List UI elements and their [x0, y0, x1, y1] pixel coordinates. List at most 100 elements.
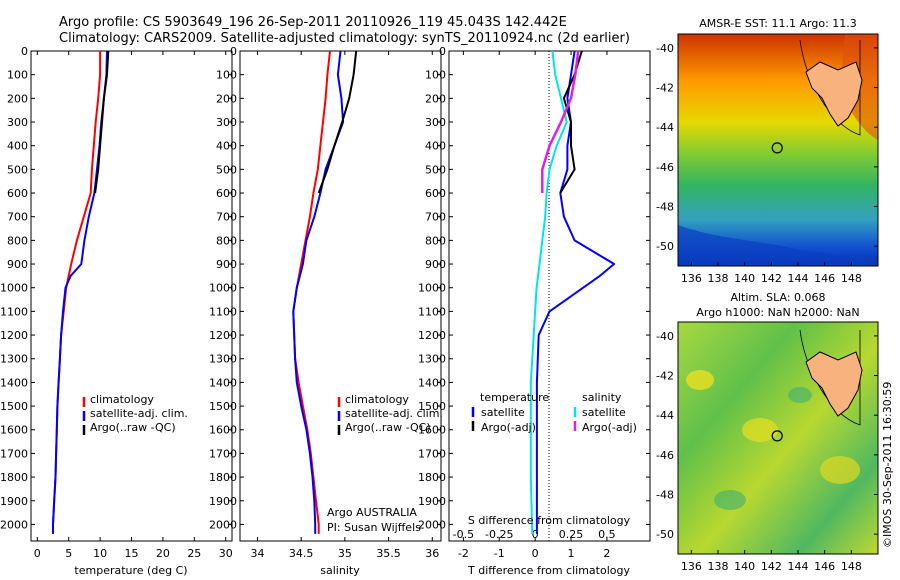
map-x-tick-label: 136: [681, 560, 702, 573]
legend-label-satellite: satellite-adj. clim.: [345, 407, 443, 420]
map-y-tick-label: -44: [656, 121, 674, 134]
salinity-axes-box: [239, 50, 442, 542]
depth-tick-label: 800: [216, 234, 237, 247]
sla-map-title-line1: Altim. SLA: 0.068: [730, 291, 825, 304]
depth-tick-label: 300: [425, 116, 446, 129]
depth-tick-label: 900: [216, 258, 237, 271]
x-tick-label: 1: [568, 547, 575, 560]
map-x-tick-label: 148: [841, 560, 862, 573]
sst-map-panel: AMSR-E SST: 11.1 Argo: 11.3 136 138 140 142…: [656, 17, 879, 285]
depth-tick-label: 1600: [209, 424, 237, 437]
depth-tick-label: 1000: [209, 282, 237, 295]
temperature-x-ticks: 0 5 10 15 20 25 30: [34, 51, 233, 560]
sla-low-patch: [714, 490, 746, 510]
x-tick-label: 34: [250, 547, 264, 560]
depth-tick-label: 500: [216, 163, 237, 176]
depth-tick-label: 1500: [0, 400, 28, 413]
depth-tick-label: 1800: [209, 471, 237, 484]
salinity-series: [292, 50, 358, 534]
temperature-axes-box: [30, 50, 233, 542]
map-y-tick-label: -42: [656, 370, 674, 383]
x-tick-label: 35: [338, 547, 352, 560]
depth-tick-label: 400: [7, 140, 28, 153]
x-tick-label: -2: [458, 547, 469, 560]
legend-label-t-argo: Argo(-adj): [481, 421, 536, 434]
x-tick-label: 5: [65, 547, 72, 560]
map-x-tick-label: 144: [788, 272, 809, 285]
depth-tick-label: 1900: [0, 495, 28, 508]
legend-label-argo: Argo(..raw -QC): [345, 421, 431, 434]
map-y-tick-label: -46: [656, 449, 674, 462]
s-difference-x-label: S difference from climatology: [468, 514, 631, 527]
x-tick-label: 2: [603, 547, 610, 560]
legend-label-s-satellite: satellite: [582, 406, 626, 419]
depth-tick-label: 2000: [0, 518, 28, 531]
sla-map-frame: [677, 321, 879, 555]
tasmania-landmass: [805, 61, 863, 127]
sla-map-title-line2: Argo h1000: NaN h2000: NaN: [696, 306, 859, 319]
map-y-tick-label: -42: [656, 82, 674, 95]
map-x-tick-label: 142: [761, 560, 782, 573]
legend-title-temperature: temperature: [480, 391, 549, 404]
depth-tick-label: 500: [425, 163, 446, 176]
difference-series: [529, 50, 616, 534]
depth-tick-label: 700: [425, 211, 446, 224]
legend-label-climatology: climatology: [345, 393, 409, 406]
argo-location-marker: [771, 142, 783, 154]
depth-tick-label: 1400: [418, 376, 446, 389]
map-y-tick-label: -40: [656, 42, 674, 55]
sla-high-patch: [742, 418, 778, 442]
difference-legend: temperature salinity satellite Argo(-adj…: [471, 391, 637, 434]
imos-credit: ©IMOS 30-Sep-2011 16:30:59: [881, 382, 894, 548]
x-tick-label: 34.5: [289, 547, 314, 560]
sst-map-frame: [677, 33, 879, 267]
depth-tick-label: 1700: [0, 447, 28, 460]
depth-tick-label: 200: [7, 92, 28, 105]
x-tick-label: 15: [125, 547, 139, 560]
depth-tick-label: 1900: [209, 495, 237, 508]
map-y-tick-label: -44: [656, 409, 674, 422]
map-y-tick-label: -50: [656, 528, 674, 541]
tasmania-landmass: [805, 351, 863, 417]
depth-tick-label: 600: [7, 187, 28, 200]
series-line-argo-raw-qc-: [317, 50, 358, 194]
depth-tick-label: 1700: [418, 447, 446, 460]
bathymetry-contour: [799, 39, 861, 136]
depth-tick-label: 1300: [418, 353, 446, 366]
depth-tick-label: 2000: [209, 518, 237, 531]
map-x-tick-label: 140: [734, 560, 755, 573]
depth-tick-label: 200: [425, 92, 446, 105]
temperature-series: [52, 50, 110, 534]
x-tick-label: -1: [494, 547, 505, 560]
depth-tick-label: 100: [425, 69, 446, 82]
depth-tick-label: 1200: [0, 329, 28, 342]
s-difference-x-ticks: -0.5 -0.25 0 0.25 0.5: [453, 528, 616, 541]
legend-title-salinity: salinity: [582, 391, 622, 404]
salinity-x-label: salinity: [320, 564, 360, 577]
salinity-x-ticks: 34 34.5 35 35.5 36: [250, 51, 439, 560]
depth-tick-label: 100: [216, 69, 237, 82]
map-x-tick-label: 140: [734, 272, 755, 285]
argo-location-marker: [771, 430, 783, 442]
depth-tick-label: 400: [216, 140, 237, 153]
depth-tick-label: 800: [7, 234, 28, 247]
salinity-depth-ticks: 0 100 200 300 400 500 600 700 800 900 1000 1100 1200…: [209, 45, 441, 531]
x-tick-label: 0: [34, 547, 41, 560]
map-y-tick-label: -48: [656, 201, 674, 214]
legend-label-t-satellite: satellite: [481, 406, 525, 419]
s-tick-label: -0.5: [453, 528, 474, 541]
s-tick-label: 0.5: [598, 528, 616, 541]
temperature-x-label: temperature (deg C): [74, 564, 187, 577]
legend-label-satellite: satellite-adj. clim.: [90, 407, 188, 420]
x-tick-label: 36: [425, 547, 439, 560]
map-y-tick-label: -48: [656, 489, 674, 502]
sla-low-patch: [788, 387, 812, 403]
depth-tick-label: 1500: [418, 400, 446, 413]
depth-tick-label: 1800: [0, 471, 28, 484]
float-owner-annotation: Argo AUSTRALIA: [327, 506, 417, 519]
depth-tick-label: 1500: [209, 400, 237, 413]
depth-tick-label: 600: [216, 187, 237, 200]
x-tick-label: 10: [93, 547, 107, 560]
bathymetry-contour: [799, 329, 861, 426]
